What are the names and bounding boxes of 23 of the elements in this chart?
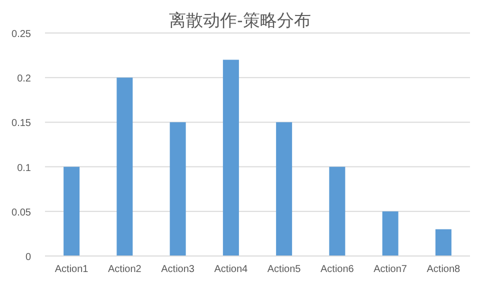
x-tick-label: Action4: [214, 264, 248, 275]
y-tick-label: 0.2: [17, 74, 32, 85]
bar: [116, 78, 133, 256]
x-tick-label: Action5: [267, 264, 302, 275]
bar: [382, 211, 398, 256]
bar: [222, 60, 239, 256]
bar: [329, 166, 346, 256]
bar: [64, 166, 80, 256]
x-tick-label: Action3: [161, 264, 195, 275]
y-tick-label: 0.05: [12, 207, 32, 218]
x-tick-label: Action2: [108, 264, 142, 275]
y-tick-label: 0.1: [17, 162, 32, 174]
x-tick-label: Action6: [320, 264, 354, 275]
bar: [276, 122, 292, 256]
chart-title: 离散动作-策略分布: [169, 11, 311, 30]
y-tick-label: 0: [25, 252, 32, 263]
y-tick-label: 0.25: [12, 29, 32, 40]
y-tick-label: 0.15: [12, 118, 32, 130]
bar: [435, 229, 452, 256]
x-tick-label: Action7: [374, 264, 408, 275]
bar: [170, 122, 186, 256]
x-tick-label: Action1: [54, 264, 89, 275]
x-tick-label: Action8: [426, 264, 461, 275]
